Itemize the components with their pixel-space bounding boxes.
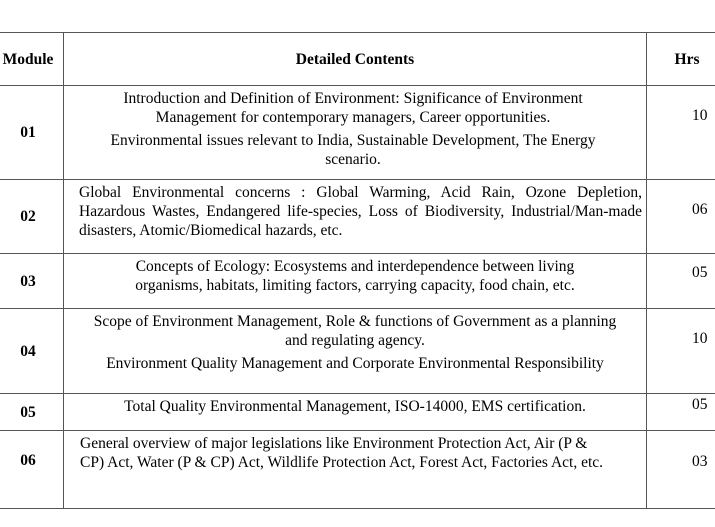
module-number: 01 bbox=[0, 85, 64, 180]
module-number: 04 bbox=[0, 308, 64, 394]
module-hours: 10 bbox=[646, 308, 715, 394]
module-hours: 06 bbox=[646, 179, 715, 254]
header-row: Module Detailed Contents Hrs bbox=[0, 32, 715, 86]
content-paragraph: Environment Quality Management and Corpo… bbox=[106, 355, 604, 372]
content-paragraph: Introduction and Definition of Environme… bbox=[123, 90, 583, 126]
module-contents: Scope of Environment Management, Role & … bbox=[63, 308, 647, 394]
module-hours: 05 bbox=[646, 253, 715, 309]
table-row: 02 Global Environmental concerns : Globa… bbox=[0, 179, 715, 254]
module-hours: 03 bbox=[646, 430, 715, 509]
table-row: 03 Concepts of Ecology: Ecosystems and i… bbox=[0, 253, 715, 309]
module-number: 05 bbox=[0, 393, 64, 431]
module-number: 02 bbox=[0, 179, 64, 254]
content-paragraph: Concepts of Ecology: Ecosystems and inte… bbox=[135, 258, 575, 294]
content-paragraph: Global Environmental concerns : Global W… bbox=[79, 184, 642, 239]
content-paragraph: Scope of Environment Management, Role & … bbox=[93, 313, 617, 349]
module-contents: Concepts of Ecology: Ecosystems and inte… bbox=[63, 253, 647, 309]
table-row: 01 Introduction and Definition of Enviro… bbox=[0, 85, 715, 180]
module-contents: Introduction and Definition of Environme… bbox=[63, 85, 647, 180]
module-contents: General overview of major legislations l… bbox=[63, 430, 647, 509]
header-hrs: Hrs bbox=[646, 32, 715, 86]
syllabus-table: Module Detailed Contents Hrs 01 Introduc… bbox=[0, 32, 715, 509]
module-contents: Total Quality Environmental Management, … bbox=[63, 393, 647, 431]
table-row: 04 Scope of Environment Management, Role… bbox=[0, 308, 715, 394]
content-paragraph: Total Quality Environmental Management, … bbox=[124, 398, 586, 415]
table-row: 05 Total Quality Environmental Managemen… bbox=[0, 393, 715, 431]
header-detailed-contents: Detailed Contents bbox=[63, 32, 647, 86]
module-number: 03 bbox=[0, 253, 64, 309]
header-module: Module bbox=[0, 32, 64, 86]
module-contents: Global Environmental concerns : Global W… bbox=[63, 179, 647, 254]
module-hours: 10 bbox=[646, 85, 715, 180]
content-paragraph: Environmental issues relevant to India, … bbox=[110, 132, 596, 168]
module-number: 06 bbox=[0, 430, 64, 509]
module-hours: 05 bbox=[646, 393, 715, 431]
table-row: 06 General overview of major legislation… bbox=[0, 430, 715, 509]
content-paragraph: General overview of major legislations l… bbox=[80, 435, 604, 471]
